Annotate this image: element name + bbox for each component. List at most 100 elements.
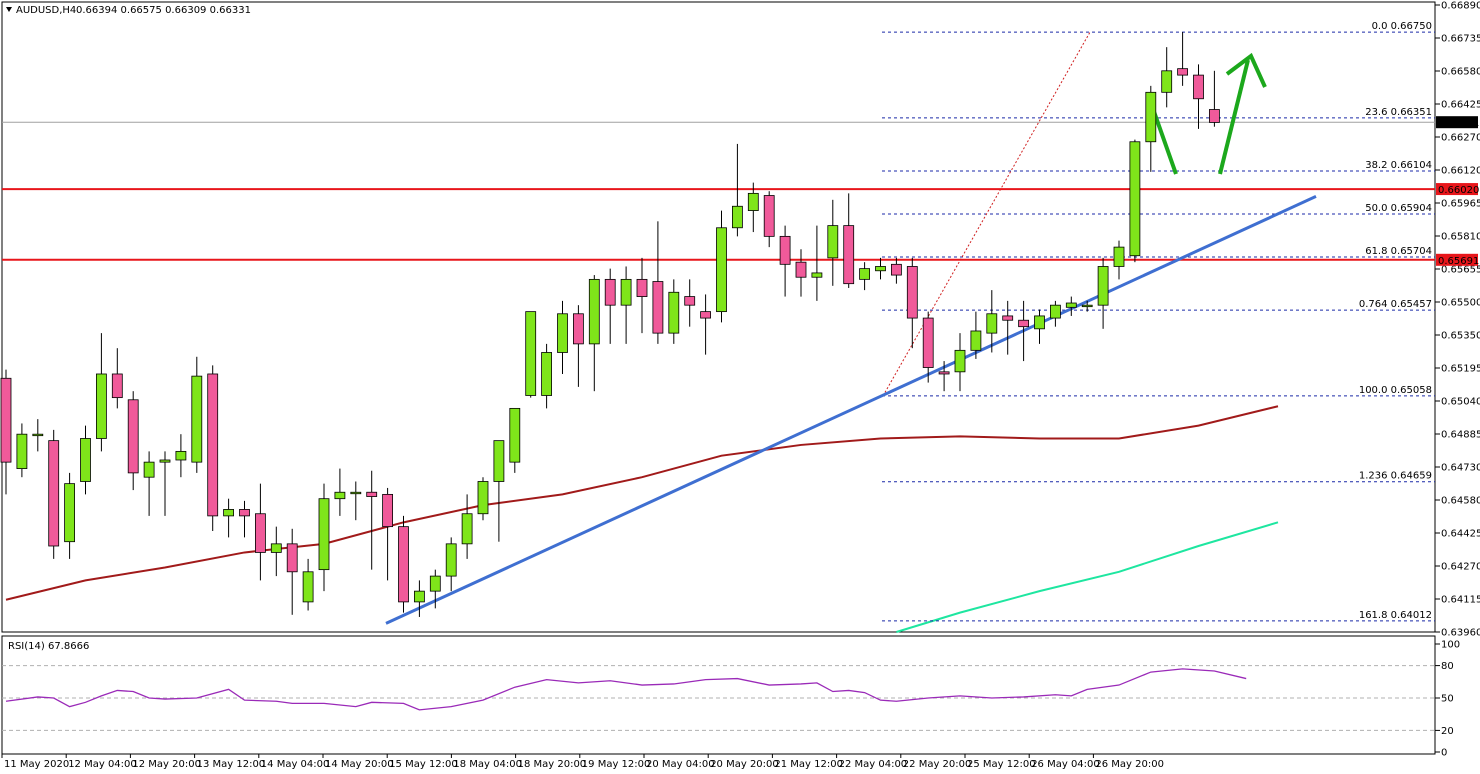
bear-candle: [652, 281, 664, 334]
resistance-price-tag-bg: [1436, 183, 1478, 196]
price-tick-label: 0.65350: [1441, 331, 1480, 342]
fib-level-label: 100.0 0.65058: [1359, 385, 1432, 396]
bear-candle: [1177, 68, 1188, 76]
up-arrow-head: [1225, 52, 1267, 88]
bull-candle: [954, 349, 966, 373]
bear-candle: [254, 513, 266, 553]
bull-candle: [1161, 70, 1173, 93]
rsi-tick-label: 50: [1441, 694, 1454, 705]
bull-candle: [334, 491, 346, 500]
price-tick-label: 0.63960: [1441, 628, 1480, 639]
bull-candle: [1081, 304, 1093, 308]
bull-candle: [159, 459, 171, 463]
chart-ohlc: 0.66394 0.66575 0.66309 0.66331: [76, 5, 251, 16]
ma-slow-line: [5, 405, 1279, 601]
bear-candle: [127, 399, 139, 474]
bull-candle: [811, 272, 823, 278]
bull-candle: [175, 450, 187, 461]
price-tick-label: 0.65810: [1441, 232, 1480, 243]
bull-candle: [557, 313, 568, 353]
bear-candle: [1209, 109, 1220, 123]
bull-candle: [350, 491, 362, 495]
dropdown-triangle-icon[interactable]: [6, 7, 12, 12]
bull-candle: [509, 407, 521, 463]
time-tick-label: 22 May 04:00: [839, 759, 908, 770]
bear-candle: [382, 493, 394, 528]
price-tick-label: 0.64580: [1441, 496, 1480, 507]
ma-fast-line: [896, 521, 1279, 633]
bull-candle: [588, 278, 600, 345]
bear-candle: [573, 313, 584, 345]
bull-candle: [1145, 91, 1157, 143]
fib-level-label: 1.236 0.64659: [1359, 471, 1432, 482]
bear-candle: [700, 311, 711, 319]
bull-candle: [80, 438, 91, 482]
bear-candle: [286, 543, 298, 573]
rsi-tick-label: 20: [1441, 726, 1454, 737]
price-tick-label: 0.66580: [1441, 67, 1480, 78]
fib-diagonal-line: [882, 31, 1091, 397]
bear-candle: [207, 373, 219, 517]
bear-candle: [891, 263, 902, 276]
resistance-price-tag: 0.65691: [1438, 256, 1479, 267]
bear-candle: [636, 278, 648, 297]
rsi-title: RSI(14) 67.8666: [8, 641, 89, 652]
fib-level-label: 161.8 0.64012: [1359, 610, 1432, 621]
price-tick-label: 0.65500: [1441, 298, 1480, 309]
bull-candle: [1065, 302, 1077, 308]
candles: [0, 32, 1220, 617]
resistance-price-tag-bg: [1436, 253, 1478, 266]
rsi-tick-label: 0: [1441, 748, 1447, 759]
bull-candle: [970, 330, 982, 351]
grid-layer: [2, 665, 1435, 731]
bull-candle: [827, 225, 839, 259]
time-tick-label: 25 May 12:00: [967, 759, 1036, 770]
bull-candle: [620, 278, 632, 306]
bear-candle: [922, 317, 934, 368]
bull-candle: [477, 481, 489, 515]
bull-candle: [747, 192, 759, 211]
bullish-trend-line: [385, 195, 1317, 625]
bear-candle: [604, 278, 616, 306]
price-tick-label: 0.66425: [1441, 100, 1480, 111]
current-price-tag: 0.66331: [1438, 118, 1479, 129]
bull-candle: [525, 311, 537, 396]
bear-candle: [843, 225, 855, 285]
current-price-tag-bg: [1436, 116, 1478, 129]
rsi-line: [5, 668, 1247, 711]
drawing-objects: 0.0 0.66750 23.6 0.66351 38.2 0.66104 50.0 …: [2, 21, 1435, 625]
bull-candle: [732, 205, 743, 229]
bear-candle: [684, 296, 696, 306]
bull-candle: [541, 352, 552, 396]
chart-symbol: AUDUSD,H4: [16, 5, 76, 16]
bull-candle: [413, 590, 425, 603]
time-tick-label: 18 May 04:00: [453, 759, 522, 770]
bear-candle: [48, 440, 60, 547]
bull-candle: [96, 373, 107, 439]
bull-candle: [429, 575, 441, 592]
time-tick-label: 26 May 20:00: [1095, 759, 1164, 770]
price-tick-label: 0.66120: [1441, 166, 1480, 177]
time-tick-label: 12 May 04:00: [68, 759, 137, 770]
time-tick-label: 26 May 04:00: [1031, 759, 1100, 770]
bull-candle: [493, 440, 505, 482]
bull-candle: [859, 268, 870, 280]
bull-candle: [875, 266, 886, 272]
time-tick-label: 18 May 20:00: [518, 759, 587, 770]
price-tick-label: 0.65655: [1441, 265, 1480, 276]
fib-level-label: 61.8 0.65704: [1365, 246, 1432, 257]
time-tick-label: 19 May 12:00: [582, 759, 651, 770]
time-tick-label: 20 May 04:00: [646, 759, 715, 770]
bull-candle: [1034, 315, 1045, 330]
time-tick-label: 15 May 12:00: [389, 759, 458, 770]
bull-candle: [986, 313, 998, 334]
price-tick-label: 0.66735: [1441, 34, 1480, 45]
fib-level-label: 0.0 0.66750: [1372, 21, 1432, 32]
bear-candle: [111, 373, 123, 399]
bear-candle: [795, 261, 807, 278]
price-tick-label: 0.65195: [1441, 364, 1480, 375]
rsi-panel-frame: [1, 635, 1436, 755]
time-tick-label: 20 May 20:00: [710, 759, 779, 770]
